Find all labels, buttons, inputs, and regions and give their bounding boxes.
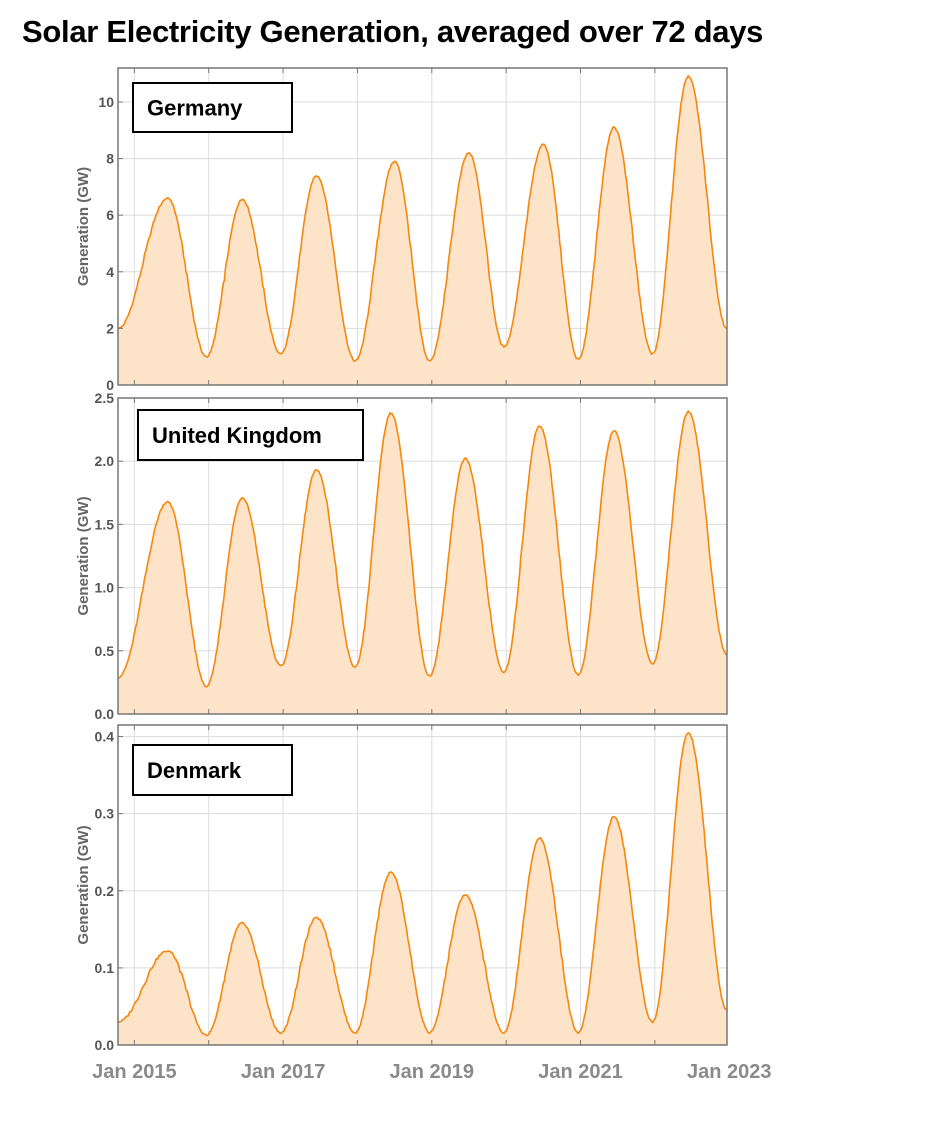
series-area — [118, 75, 727, 385]
x-tick-label: Jan 2017 — [241, 1061, 326, 1083]
panel-germany: 0 2 4 6 8 10 Generation (GW) Germany — [75, 67, 728, 393]
x-tick-label: Jan 2015 — [92, 1061, 177, 1083]
series-area — [118, 732, 727, 1045]
panel-denmark: 0.0 0.1 0.2 0.3 0.4 Generation (GW) Denmark — [75, 724, 728, 1053]
y-tick-label: 2 — [106, 320, 114, 336]
y-tick-label: 0.0 — [95, 1037, 115, 1053]
y-axis-label: Generation (GW) — [75, 167, 92, 286]
y-tick-label: 0.1 — [95, 960, 115, 976]
x-tick-label: Jan 2023 — [687, 1061, 772, 1083]
chart-title: Solar Electricity Generation, averaged o… — [22, 14, 764, 49]
y-tick-label: 1.5 — [95, 516, 115, 532]
y-tick-label: 0.4 — [95, 729, 115, 745]
series-line — [117, 410, 728, 688]
y-tick-label: 0.5 — [95, 643, 115, 659]
y-tick-label: 0 — [106, 377, 114, 393]
y-tick-label: 6 — [106, 207, 114, 223]
y-axis-label: Generation (GW) — [75, 496, 92, 615]
y-tick-label: 0.0 — [95, 706, 115, 722]
y-tick-label: 1.0 — [95, 580, 115, 596]
y-tick-label: 2.5 — [95, 390, 115, 406]
y-tick-label: 0.3 — [95, 806, 115, 822]
x-tick-label: Jan 2021 — [538, 1061, 623, 1083]
y-tick-label: 0.2 — [95, 883, 115, 899]
series-line — [117, 732, 728, 1037]
x-tick-label: Jan 2019 — [390, 1061, 475, 1083]
country-label-box — [132, 82, 293, 133]
y-tick-label: 10 — [98, 94, 114, 110]
y-tick-label: 8 — [106, 151, 114, 167]
plot-frame — [117, 67, 728, 386]
y-axis-label: Generation (GW) — [75, 825, 92, 944]
plot-frame — [117, 724, 728, 1046]
series-line — [117, 74, 728, 362]
country-label: Germany — [147, 96, 243, 121]
y-tick-label: 2.0 — [95, 453, 115, 469]
country-label: United Kingdom — [152, 423, 322, 448]
y-tick-label: 4 — [106, 264, 114, 280]
country-label-box — [137, 409, 364, 461]
panel-united-kingdom: 0.0 0.5 1.0 1.5 2.0 2.5 Generation (GW) United … — [75, 390, 728, 722]
country-label: Denmark — [147, 758, 242, 783]
country-label-box — [132, 744, 293, 796]
plot-frame — [117, 397, 728, 715]
